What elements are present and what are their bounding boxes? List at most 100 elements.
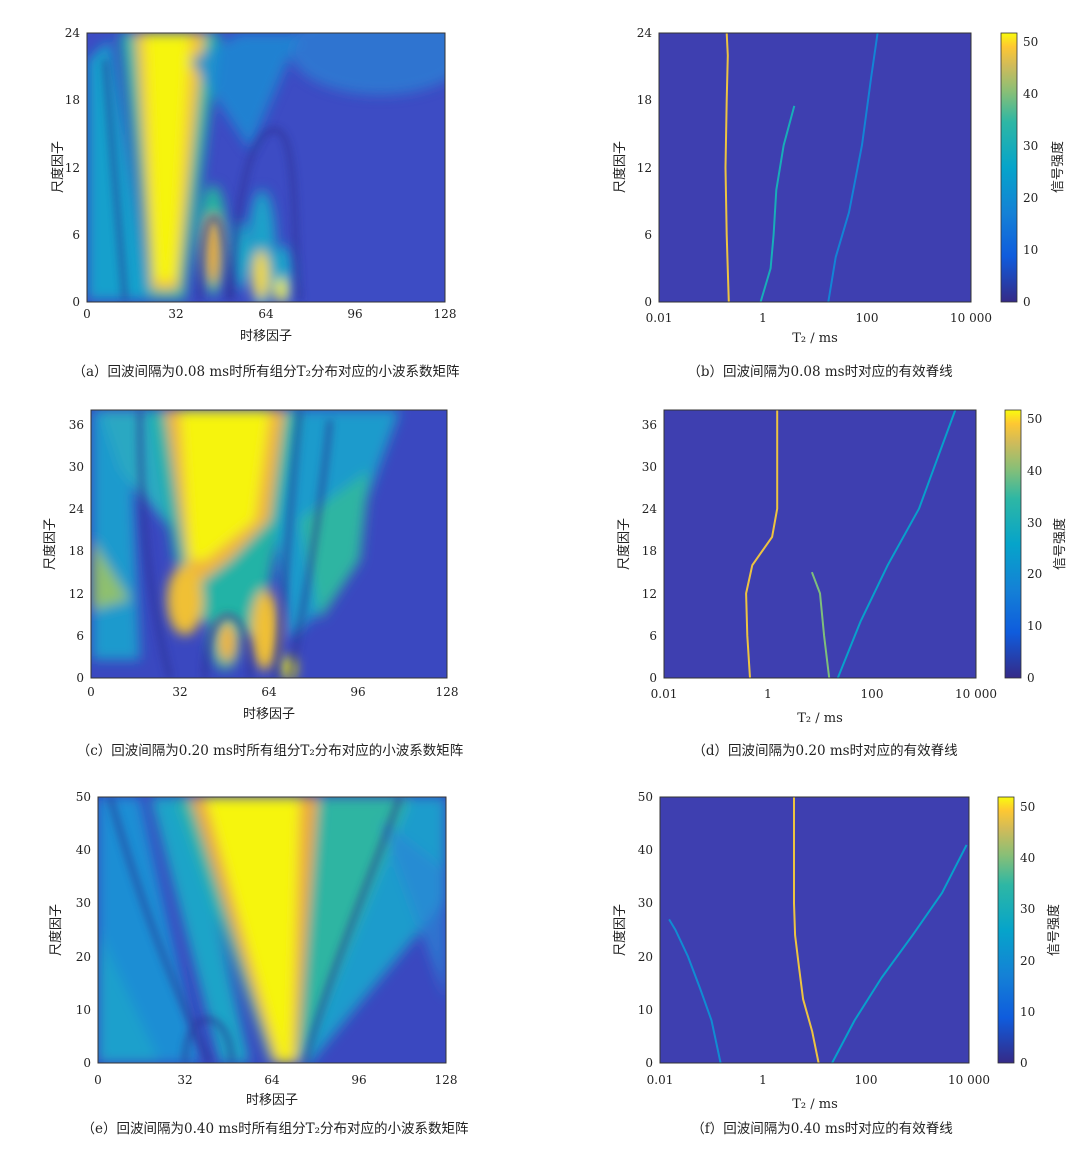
ytick-b-0: 0 [644, 295, 652, 309]
cbtick-b-2: 20 [1023, 191, 1038, 205]
ytick-e-0: 0 [83, 1056, 91, 1070]
xtick-f-3: 10 000 [948, 1073, 990, 1087]
cbtick-f-5: 50 [1020, 800, 1035, 814]
caption-b: （b）回波间隔为0.08 ms时对应的有效脊线 [687, 363, 952, 380]
ytick-a-2: 12 [65, 161, 80, 175]
cbtick-b-4: 40 [1023, 87, 1038, 101]
plot-frame-f [659, 796, 970, 1064]
xlabel-f: T₂ / ms [792, 1097, 838, 1112]
xtick-d-1: 1 [764, 687, 772, 701]
cbtick-d-5: 50 [1027, 412, 1042, 426]
ytick-b-1: 6 [644, 228, 652, 242]
cbtick-f-4: 40 [1020, 851, 1035, 865]
ylabel-d: 尺度因子 [616, 518, 632, 570]
plot-frame-a [86, 32, 446, 303]
ytick-c-0: 0 [76, 671, 84, 685]
xtick-a-2: 64 [258, 307, 274, 321]
ridges-d [745, 409, 957, 679]
plot-frame-e [97, 796, 447, 1064]
panel-e: 0 10 20 30 40 50 0 32 64 96 128 时移因子 尺度因… [48, 790, 468, 1137]
ridges-b [724, 32, 879, 303]
ylabel-a: 尺度因子 [50, 141, 66, 193]
xlabel-e: 时移因子 [246, 1093, 298, 1108]
plot-area-b [659, 33, 971, 302]
panel-b: 0 6 12 18 24 0.01 1 100 10 000 T₂ / ms 尺… [612, 26, 1066, 380]
panel-d: 0 6 12 18 24 30 36 0.01 1 100 10 000 T₂ … [616, 409, 1068, 759]
ridge-line-b-3 [827, 32, 879, 303]
cbtick-b-0: 0 [1023, 295, 1031, 309]
xtick-e-3: 96 [351, 1073, 366, 1087]
cbtick-b-1: 10 [1023, 243, 1038, 257]
ytick-b-2: 12 [637, 161, 652, 175]
colorbar-f [997, 796, 1015, 1064]
xtick-c-4: 128 [436, 685, 459, 699]
ytick-c-2: 12 [69, 587, 84, 601]
ytick-e-5: 50 [76, 790, 91, 804]
colorbar-label-b: 信号强度 [1050, 141, 1066, 193]
ytick-c-4: 24 [69, 502, 85, 516]
caption-d: （d）回波间隔为0.20 ms时对应的有效脊线 [692, 742, 957, 759]
colorbar-b [1000, 32, 1018, 303]
panel-c: 0 6 12 18 24 30 36 0 32 64 96 128 时移因子 尺… [42, 409, 463, 759]
plot-area-d [664, 410, 976, 678]
ytick-b-3: 18 [637, 93, 652, 107]
ytick-c-3: 18 [69, 544, 84, 558]
xtick-d-2: 100 [861, 687, 884, 701]
cbtick-b-3: 30 [1023, 139, 1038, 153]
colorbar-label-f: 信号强度 [1046, 904, 1062, 956]
xtick-e-4: 128 [435, 1073, 458, 1087]
caption-a: （a）回波间隔为0.08 ms时所有组分T₂分布对应的小波系数矩阵 [72, 363, 459, 380]
ridges-f [668, 797, 968, 1064]
ylabel-e: 尺度因子 [48, 904, 64, 956]
xtick-f-2: 100 [855, 1073, 878, 1087]
cbtick-d-3: 30 [1027, 516, 1042, 530]
xtick-d-0: 0.01 [651, 687, 678, 701]
cbtick-f-2: 20 [1020, 954, 1035, 968]
ytick-c-5: 30 [69, 460, 84, 474]
ytick-e-1: 10 [76, 1003, 91, 1017]
ytick-f-1: 10 [638, 1003, 653, 1017]
ytick-d-1: 6 [649, 629, 657, 643]
xtick-c-0: 0 [87, 685, 95, 699]
ridge-line-b-1 [724, 32, 730, 303]
ytick-a-3: 18 [65, 93, 80, 107]
ytick-f-3: 30 [638, 896, 653, 910]
ridge-line-d-2 [810, 571, 831, 679]
ytick-e-3: 30 [76, 896, 91, 910]
ridge-line-d-1 [745, 410, 779, 679]
ridge-line-f-3 [668, 918, 722, 1064]
xtick-e-0: 0 [94, 1073, 102, 1087]
ytick-a-1: 6 [72, 228, 80, 242]
xlabel-d: T₂ / ms [797, 711, 843, 726]
plot-area-f [660, 797, 969, 1063]
ridge-line-d-3 [836, 409, 957, 679]
xtick-a-0: 0 [83, 307, 91, 321]
xtick-f-0: 0.01 [647, 1073, 674, 1087]
caption-e: （e）回波间隔为0.40 ms时所有组分T₂分布对应的小波系数矩阵 [82, 1120, 469, 1137]
panel-a: 0 6 12 18 24 0 32 64 96 128 时移因子 尺度因子 （a… [50, 26, 460, 380]
ridge-line-f-2 [831, 844, 968, 1064]
ytick-b-4: 24 [637, 26, 653, 40]
cbtick-d-2: 20 [1027, 567, 1042, 581]
ytick-d-5: 30 [642, 460, 657, 474]
ylabel-b: 尺度因子 [612, 141, 628, 193]
colorbar-label-d: 信号强度 [1052, 518, 1068, 570]
ytick-f-4: 40 [638, 843, 653, 857]
colorbar-d [1004, 409, 1022, 679]
xlabel-b: T₂ / ms [792, 331, 838, 346]
xtick-a-4: 128 [434, 307, 457, 321]
panel-f: 0 10 20 30 40 50 0.01 1 100 10 000 T₂ / … [612, 790, 1062, 1137]
cbtick-d-0: 0 [1027, 671, 1035, 685]
heatmap-c [91, 410, 447, 678]
ytick-f-2: 20 [638, 950, 653, 964]
ytick-c-6: 36 [69, 418, 84, 432]
ridge-line-f-1 [793, 797, 820, 1064]
xlabel-a: 时移因子 [240, 329, 292, 344]
xtick-f-1: 1 [759, 1073, 767, 1087]
ytick-a-4: 24 [65, 26, 81, 40]
ytick-f-0: 0 [645, 1056, 653, 1070]
cbtick-d-4: 40 [1027, 464, 1042, 478]
xtick-d-3: 10 000 [955, 687, 997, 701]
xtick-a-3: 96 [347, 307, 362, 321]
xtick-c-3: 96 [350, 685, 365, 699]
